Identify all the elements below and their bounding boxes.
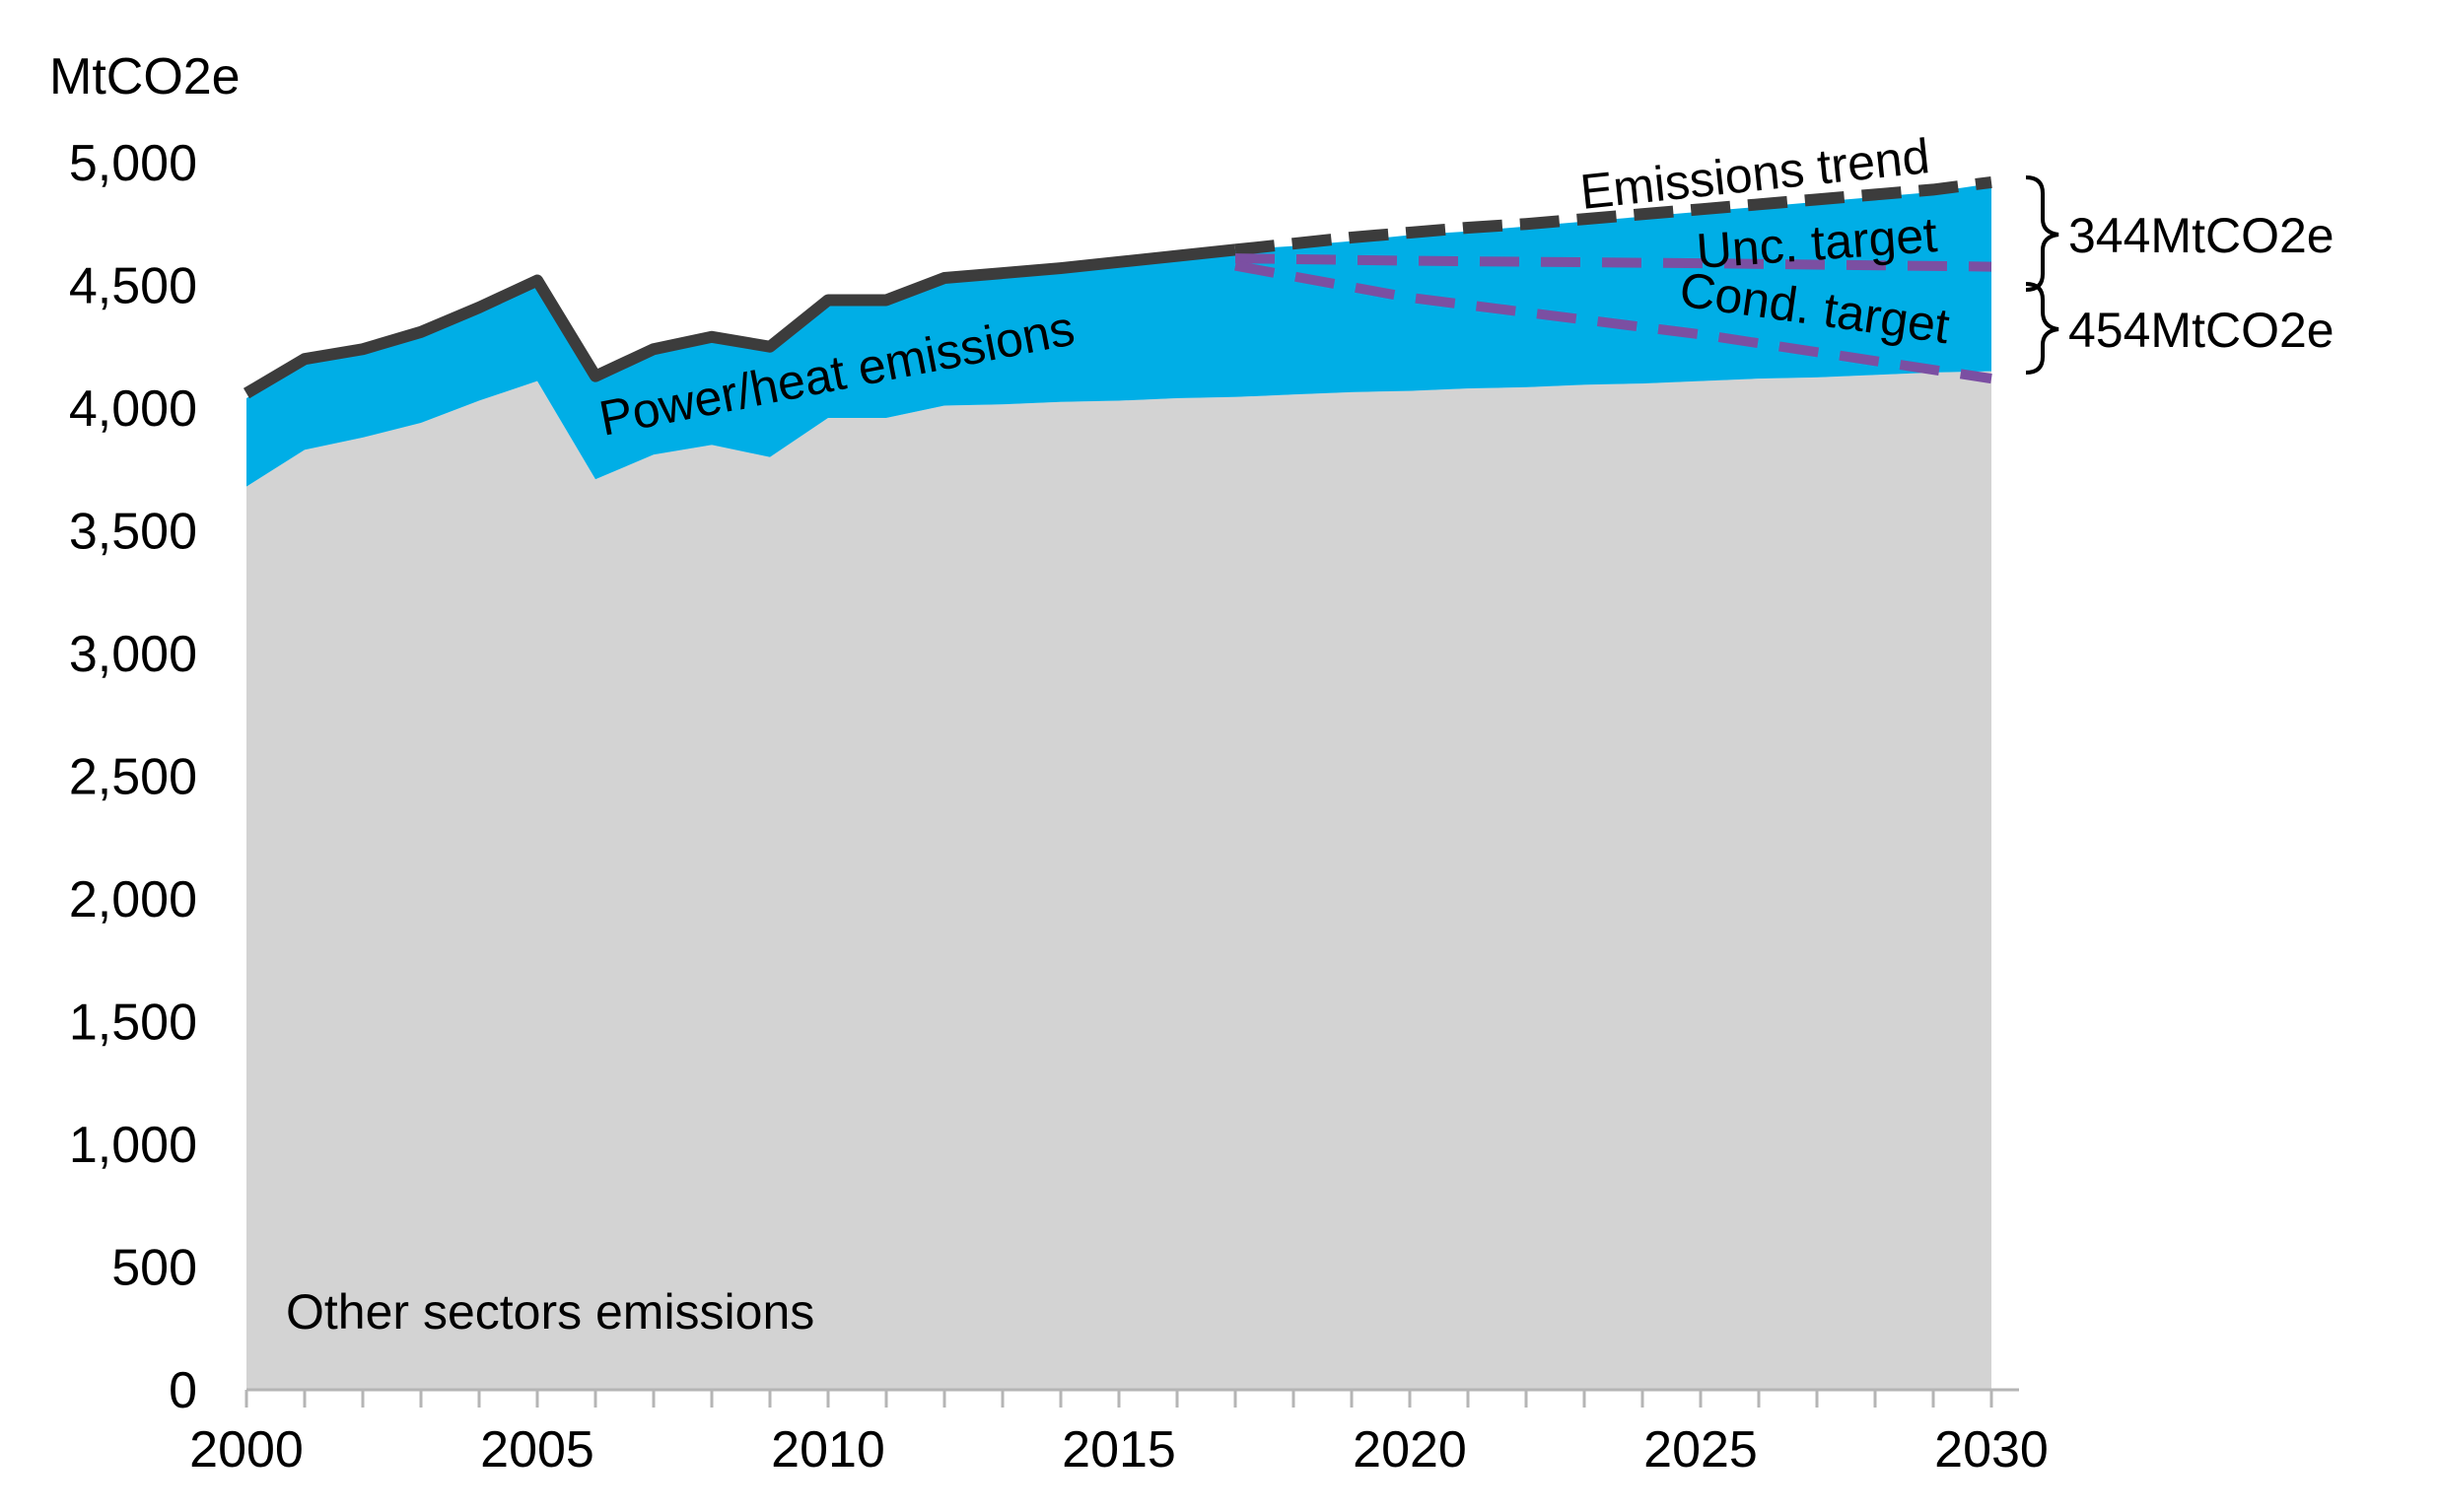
area-series-0 bbox=[246, 371, 1991, 1390]
y-tick-label: 5,000 bbox=[69, 135, 197, 192]
y-tick-label: 4,000 bbox=[69, 380, 197, 438]
line-2 bbox=[1234, 260, 1992, 384]
label-other-sectors: Other sectors emissions bbox=[286, 1284, 814, 1340]
line-1 bbox=[1234, 253, 1992, 272]
y-tick-label: 500 bbox=[111, 1240, 197, 1297]
x-tick-label: 2000 bbox=[189, 1421, 304, 1478]
y-tick-label: 2,500 bbox=[69, 749, 197, 806]
x-tick-label: 2015 bbox=[1062, 1421, 1176, 1478]
y-tick-label: 0 bbox=[169, 1362, 197, 1419]
x-tick-label: 2010 bbox=[771, 1421, 885, 1478]
bracket-unconditional-gap bbox=[2025, 175, 2059, 292]
x-tick-label: 2025 bbox=[1643, 1421, 1758, 1478]
axes bbox=[244, 1388, 2019, 1408]
bracket-conditional-gap bbox=[2025, 282, 2059, 375]
line-0-solid bbox=[243, 243, 1236, 399]
line-0-dashed bbox=[1234, 175, 1992, 256]
label-gap-unconditional: 344MtCO2e bbox=[2068, 208, 2334, 263]
y-tick-label: 4,500 bbox=[69, 258, 197, 315]
y-tick-label: 2,000 bbox=[69, 871, 197, 928]
label-gap-conditional: 454MtCO2e bbox=[2068, 303, 2334, 358]
tick-labels: 0 500 1,000 1,500 2,000 2,500 3,000 3,500 4,000 4… bbox=[69, 135, 2049, 1478]
y-tick-label: 3,000 bbox=[69, 626, 197, 683]
trend-and-target-lines bbox=[243, 175, 1992, 399]
x-tick-label: 2030 bbox=[1934, 1421, 2049, 1478]
y-axis-unit-label: MtCO2e bbox=[49, 48, 241, 105]
y-tick-label: 1,500 bbox=[69, 995, 197, 1052]
stacked-areas bbox=[246, 183, 1991, 1390]
y-tick-label: 1,000 bbox=[69, 1117, 197, 1174]
x-tick-label: 2005 bbox=[480, 1421, 594, 1478]
x-tick-label: 2020 bbox=[1353, 1421, 1467, 1478]
y-tick-label: 3,500 bbox=[69, 504, 197, 561]
